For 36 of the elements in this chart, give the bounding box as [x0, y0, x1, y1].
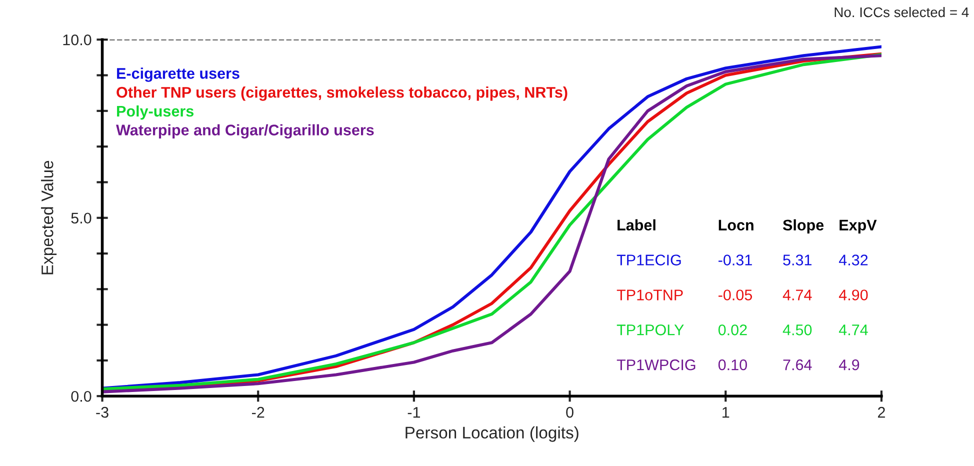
annotation: TP1WPCIG — [616, 359, 696, 370]
x-tick-label: -3 — [96, 406, 108, 418]
annotation: 4.74 — [782, 290, 812, 300]
text: E-cigarette users — [117, 68, 240, 82]
annotation: Slope — [782, 219, 824, 234]
y-tick-label: 10.0 — [63, 34, 92, 46]
annotation: -0.05 — [718, 290, 752, 300]
annotation: 7.64 — [783, 359, 812, 370]
annotation: Locn — [718, 220, 754, 231]
y-axis-title: Expected Value — [41, 160, 57, 274]
annotation: Label — [618, 219, 656, 231]
text: Waterpipe and Cigar/Cigarillo users — [116, 124, 374, 139]
x-tick-label: 0 — [566, 406, 574, 418]
text: Other TNP users (cigarettes, smokeless tobacco, pipes, NRTs) — [116, 86, 568, 101]
annotation: ExpV — [840, 220, 877, 234]
annotation: 4.90 — [838, 290, 868, 300]
x-tick-label: -1 — [408, 407, 420, 418]
annotation: 5.31 — [783, 254, 812, 266]
y-tick-label: 5.0 — [71, 212, 92, 224]
x-tick-label: 1 — [722, 407, 730, 418]
annotation: 4.32 — [838, 254, 868, 266]
x-axis-title: Person Location (logits) — [406, 426, 578, 442]
annotation: 4.50 — [782, 324, 812, 336]
annotation: TP1POLY — [616, 324, 684, 336]
y-tick-label: 0.0 — [71, 390, 92, 402]
annotation: 4.9 — [838, 359, 860, 370]
text: No. ICCs selected = 4 — [834, 6, 969, 18]
annotation: 4.74 — [838, 324, 868, 336]
annotation: TP1oTNP — [616, 290, 683, 300]
x-tick-label: 2 — [878, 406, 885, 418]
annotation: 0.02 — [718, 324, 747, 336]
annotation: 0.10 — [718, 359, 747, 370]
annotation: TP1ECIG — [616, 254, 681, 266]
text: Poly-users — [117, 105, 194, 120]
annotation: -0.31 — [718, 254, 752, 266]
x-tick-label: -2 — [252, 406, 264, 418]
